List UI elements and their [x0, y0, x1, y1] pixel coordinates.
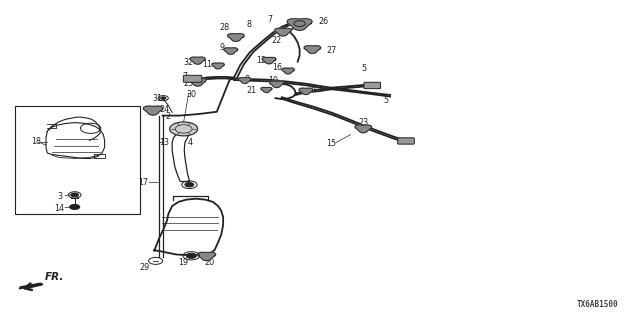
- Text: 28: 28: [220, 23, 230, 32]
- Circle shape: [186, 253, 196, 258]
- Polygon shape: [190, 57, 205, 64]
- Polygon shape: [239, 77, 251, 84]
- Text: 7: 7: [267, 15, 272, 24]
- Text: 21: 21: [246, 86, 256, 95]
- Polygon shape: [270, 81, 284, 88]
- Polygon shape: [19, 283, 41, 289]
- FancyBboxPatch shape: [183, 75, 202, 82]
- FancyBboxPatch shape: [364, 82, 381, 89]
- Text: 16: 16: [272, 62, 282, 72]
- Text: 11: 11: [202, 60, 212, 69]
- Text: 31: 31: [152, 94, 163, 103]
- Polygon shape: [224, 48, 238, 54]
- Text: 3: 3: [57, 192, 62, 201]
- Text: 26: 26: [319, 17, 329, 26]
- Text: 13: 13: [159, 138, 170, 147]
- Text: 24: 24: [159, 105, 170, 114]
- Text: 5: 5: [362, 63, 367, 73]
- Text: 15: 15: [326, 139, 336, 148]
- Text: 5: 5: [384, 96, 389, 105]
- Text: 23: 23: [358, 118, 369, 127]
- Polygon shape: [189, 78, 206, 86]
- Text: 20: 20: [204, 258, 214, 267]
- Polygon shape: [228, 34, 244, 42]
- Text: 10: 10: [269, 76, 278, 85]
- Polygon shape: [275, 28, 291, 36]
- Polygon shape: [262, 57, 276, 64]
- Text: 9: 9: [220, 43, 225, 52]
- Polygon shape: [299, 88, 313, 95]
- Text: 12: 12: [256, 56, 266, 65]
- Polygon shape: [212, 63, 225, 69]
- Text: 19: 19: [178, 258, 188, 267]
- Text: 23: 23: [184, 79, 194, 88]
- Text: 17: 17: [138, 178, 148, 187]
- Text: 18: 18: [31, 137, 41, 146]
- Circle shape: [161, 97, 166, 100]
- Text: 29: 29: [140, 263, 150, 272]
- Polygon shape: [198, 252, 216, 261]
- Circle shape: [71, 193, 79, 197]
- Text: 22: 22: [271, 36, 282, 44]
- Polygon shape: [261, 87, 272, 92]
- Text: 2: 2: [165, 112, 170, 121]
- Circle shape: [70, 204, 80, 210]
- Bar: [15, 106, 140, 214]
- Polygon shape: [304, 46, 321, 53]
- Text: TX6AB1500: TX6AB1500: [577, 300, 618, 309]
- Polygon shape: [282, 68, 294, 74]
- Text: 7: 7: [182, 72, 188, 81]
- Text: 4: 4: [188, 138, 193, 147]
- Text: 8: 8: [245, 75, 250, 84]
- FancyBboxPatch shape: [397, 138, 414, 144]
- Circle shape: [170, 122, 198, 136]
- Text: 14: 14: [54, 204, 64, 213]
- Text: 27: 27: [326, 46, 337, 55]
- Polygon shape: [287, 19, 312, 30]
- Text: 30: 30: [186, 90, 196, 99]
- Text: 32: 32: [184, 58, 194, 67]
- Text: FR.: FR.: [45, 272, 64, 282]
- Text: 6: 6: [310, 85, 316, 94]
- Polygon shape: [355, 125, 372, 133]
- Circle shape: [185, 182, 194, 187]
- Text: 8: 8: [247, 20, 252, 29]
- Polygon shape: [143, 106, 163, 115]
